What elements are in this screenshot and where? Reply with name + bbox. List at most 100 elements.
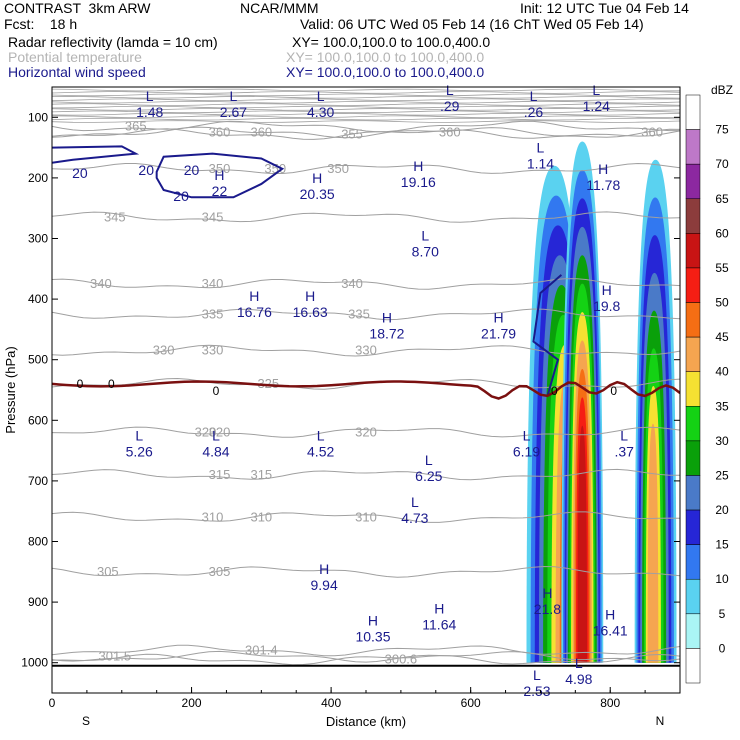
x-end-label-left: S (82, 714, 90, 728)
y-axis-label: Pressure (hPa) (3, 346, 18, 433)
theta-contour-355 (52, 128, 680, 140)
extremum-type-3: L (446, 82, 454, 98)
y-tick-label-1000: 1000 (21, 656, 48, 670)
header-valid: Valid: 06 UTC Wed 05 Feb 14 (16 ChT Wed … (300, 16, 644, 32)
colorbar-swatch-11 (685, 475, 701, 511)
theta-label-340-2: 340 (341, 276, 363, 291)
extremum-value-8: 22 (212, 183, 228, 199)
colorbar-swatch-1 (685, 129, 701, 165)
extremum-type-24: H (319, 561, 329, 577)
colorbar-label-25: 25 (715, 468, 729, 482)
theta-label-360-3: 360 (641, 124, 663, 139)
theta-label-330-1: 330 (202, 343, 224, 358)
extremum-value-6: 1.14 (527, 156, 554, 172)
extremum-type-26: H (434, 600, 444, 616)
colorbar-swatch-12 (685, 509, 701, 545)
colorbar-label-10: 10 (715, 572, 729, 586)
theta-label-355-0: 355 (341, 126, 363, 141)
theta-label-301.4-0: 301.4 (245, 643, 278, 658)
extremum-type-15: H (494, 309, 504, 325)
extremum-value-21: .37 (614, 444, 634, 460)
colorbar-swatch-7 (685, 336, 701, 372)
x-tick-label-800: 800 (600, 696, 620, 710)
extremum-value-16: 19.8 (593, 298, 620, 314)
colorbar-swatch-10 (685, 440, 701, 476)
theta-label-330-2: 330 (355, 343, 377, 358)
theta-contour-320 (52, 426, 680, 438)
theta-label-320-0: 320 (195, 424, 217, 439)
extremum-value-14: 18.72 (369, 325, 404, 341)
extremum-value-10: 19.16 (401, 174, 436, 190)
y-tick-label-900: 900 (28, 595, 48, 609)
colorbar-label-5: 5 (719, 607, 726, 621)
extremum-value-13: 16.63 (293, 304, 328, 320)
x-tick-label-0: 0 (49, 696, 56, 710)
theta-contour-350 (52, 162, 680, 174)
colorbar-label-15: 15 (715, 538, 729, 552)
colorbar-label-60: 60 (715, 226, 729, 240)
colorbar-swatch-15 (685, 613, 701, 649)
colorbar-swatch-9 (685, 406, 701, 442)
header-forecast: Fcst: 18 h (4, 16, 78, 32)
colorbar-swatch-2 (685, 163, 701, 200)
zero-label-0: 0 (77, 377, 84, 391)
extremum-type-1: L (230, 88, 238, 104)
extremum-value-12: 16.76 (237, 304, 272, 320)
theta-contour-301.5 (52, 650, 680, 663)
theta-upper-line (52, 93, 680, 97)
extremum-type-6: L (537, 140, 545, 156)
theta-contour-315 (52, 468, 680, 481)
wind-label-2: 20 (184, 162, 200, 178)
extremum-value-1: 2.67 (220, 104, 247, 120)
extremum-value-22: 6.25 (415, 468, 442, 484)
field-reflectivity: Radar reflectivity (lamda = 10 cm) (8, 34, 218, 50)
colorbar-label-40: 40 (715, 365, 729, 379)
extremum-type-29: L (575, 655, 583, 671)
colorbar-swatch-0 (685, 94, 701, 130)
theta-contour-310 (52, 511, 680, 523)
theta-label-310-2: 310 (355, 509, 377, 524)
theta-contour-335 (52, 308, 680, 321)
theta-contour-340 (52, 278, 680, 290)
colorbar-label-70: 70 (715, 157, 729, 171)
colorbar-label-75: 75 (715, 123, 729, 137)
y-tick-label-700: 700 (28, 474, 48, 488)
x-axis-label: Distance (km) (326, 714, 406, 729)
extremum-value-24: 9.94 (311, 577, 338, 593)
extremum-type-22: L (425, 452, 433, 468)
theta-label-300.6-0: 300.6 (385, 652, 418, 667)
field-wind-xy: XY= 100.0,100.0 to 100.0,400.0 (286, 64, 485, 80)
theta-label-305-0: 305 (97, 564, 119, 579)
extremum-type-12: H (249, 288, 259, 304)
theta-contour-301.4 (52, 644, 680, 657)
extremum-type-8: H (214, 167, 224, 183)
zero-label-2: 0 (213, 384, 220, 398)
extremum-value-26: 11.64 (422, 616, 456, 632)
extremum-type-17: L (135, 428, 143, 444)
theta-label-330-0: 330 (153, 343, 175, 358)
extremum-type-21: L (620, 428, 628, 444)
x-tick-label-400: 400 (321, 696, 341, 710)
theta-upper-line (52, 88, 680, 92)
theta-upper-line (52, 110, 680, 114)
x-tick-label-200: 200 (182, 696, 202, 710)
theta-upper-line (52, 103, 680, 106)
zero-contour-line (52, 380, 680, 400)
extremum-type-9: H (312, 170, 322, 186)
colorbar-swatch-6 (685, 302, 701, 338)
theta-label-360-0: 360 (209, 124, 231, 139)
extremum-type-13: H (305, 288, 315, 304)
zero-label-3: 0 (551, 384, 558, 398)
x-tick-label-600: 600 (461, 696, 481, 710)
colorbar-label-0: 0 (719, 641, 726, 655)
colorbar-swatch-5 (685, 267, 701, 303)
colorbar-swatch-13 (685, 544, 701, 580)
wind-label-3: 20 (173, 188, 189, 204)
theta-label-310-1: 310 (250, 509, 272, 524)
theta-label-345-1: 345 (202, 209, 224, 224)
theta-label-340-1: 340 (202, 276, 224, 291)
theta-label-320-1: 320 (209, 424, 231, 439)
colorbar-unit: dBZ (711, 83, 733, 97)
theta-label-350-2: 350 (327, 161, 349, 176)
field-theta: Potential temperature (8, 49, 142, 65)
